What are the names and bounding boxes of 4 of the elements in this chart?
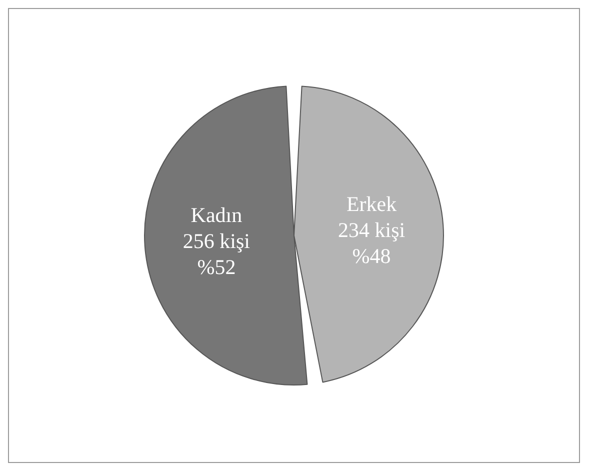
slice-label: Erkek [346, 192, 398, 216]
data-label: 256 kişi %52 [182, 228, 250, 279]
data-label: 234 kişi %48 [338, 218, 406, 268]
slice-label: Kadın [190, 202, 243, 227]
